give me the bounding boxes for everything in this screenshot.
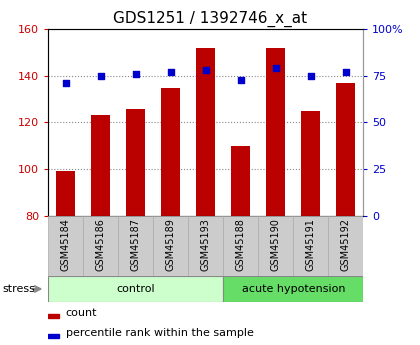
Bar xyxy=(196,48,215,216)
Bar xyxy=(223,276,363,302)
Bar xyxy=(48,314,59,318)
Text: GSM45190: GSM45190 xyxy=(271,218,281,271)
Bar xyxy=(48,276,223,302)
Text: percentile rank within the sample: percentile rank within the sample xyxy=(66,328,254,338)
Text: GSM45188: GSM45188 xyxy=(236,218,246,271)
Text: GSM45192: GSM45192 xyxy=(341,218,351,271)
Point xyxy=(168,69,174,75)
Point xyxy=(273,66,279,71)
Point xyxy=(342,69,349,75)
Point xyxy=(63,81,69,86)
Text: GSM45184: GSM45184 xyxy=(61,218,71,271)
Bar xyxy=(231,146,250,216)
Bar xyxy=(153,216,188,276)
Bar xyxy=(188,216,223,276)
Bar xyxy=(56,171,76,216)
Text: GSM45186: GSM45186 xyxy=(96,218,106,271)
Text: control: control xyxy=(116,284,155,294)
Bar xyxy=(126,108,145,216)
Bar xyxy=(258,216,293,276)
Bar xyxy=(48,334,59,337)
Point xyxy=(307,73,314,79)
Bar xyxy=(336,83,355,216)
Bar xyxy=(91,116,110,216)
Bar xyxy=(48,216,83,276)
Point xyxy=(132,71,139,77)
Bar xyxy=(118,216,153,276)
Text: stress: stress xyxy=(2,284,35,294)
Bar xyxy=(266,48,286,216)
Point xyxy=(97,73,104,79)
Text: GSM45193: GSM45193 xyxy=(201,218,211,271)
Text: GSM45187: GSM45187 xyxy=(131,218,141,271)
Text: GSM45189: GSM45189 xyxy=(166,218,176,271)
Text: GDS1251 / 1392746_x_at: GDS1251 / 1392746_x_at xyxy=(113,10,307,27)
Point xyxy=(202,68,209,73)
Bar xyxy=(293,216,328,276)
Bar xyxy=(301,111,320,216)
Text: count: count xyxy=(66,308,97,318)
Bar xyxy=(161,88,181,216)
Bar xyxy=(223,216,258,276)
Bar xyxy=(328,216,363,276)
Bar xyxy=(83,216,118,276)
Point xyxy=(237,77,244,82)
Text: acute hypotension: acute hypotension xyxy=(241,284,345,294)
Text: GSM45191: GSM45191 xyxy=(306,218,316,271)
